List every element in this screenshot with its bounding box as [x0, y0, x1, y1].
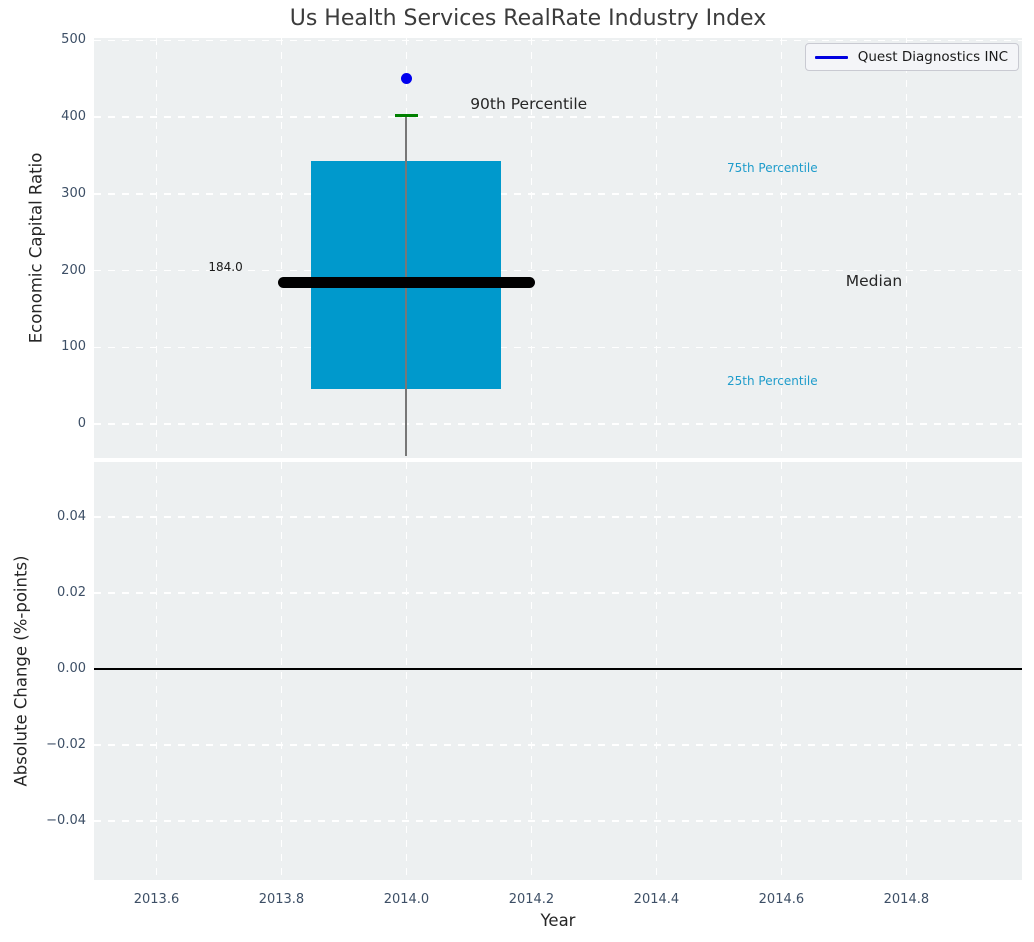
bottom-panel-absolute-change: [94, 462, 1022, 880]
gridline-horizontal: [94, 193, 1022, 195]
annotation-25th-percentile: 25th Percentile: [727, 374, 818, 389]
gridline-horizontal: [94, 516, 1022, 518]
gridline-vertical: [655, 462, 658, 880]
legend-line-sample-icon: [814, 55, 848, 59]
legend-label: Quest Diagnostics INC: [857, 49, 1008, 65]
annotation-184-0: 184.0: [208, 259, 243, 274]
top-panel-economic-capital-ratio: Quest Diagnostics INC 90th Percentile 75t…: [94, 38, 1022, 458]
gridline-horizontal: [94, 423, 1022, 425]
y-tick-label: 0.04: [57, 509, 86, 525]
gridline-vertical: [155, 462, 158, 880]
y-tick-label: 500: [61, 32, 86, 48]
annotation-75th-percentile: 75th Percentile: [727, 160, 818, 175]
x-tick-label: 2014.0: [383, 892, 430, 907]
zero-reference-line: [94, 668, 1022, 671]
y-tick-label: −0.02: [46, 737, 86, 753]
y-tick-label: 200: [61, 262, 86, 278]
gridline-vertical: [405, 462, 408, 880]
y-tick-label: 400: [61, 109, 86, 125]
gridline-horizontal: [94, 592, 1022, 594]
y-tick-label: 0.00: [57, 661, 86, 677]
company-point-marker: [400, 73, 412, 85]
y-tick-label: 0: [77, 416, 86, 432]
gridline-horizontal: [94, 39, 1022, 42]
x-tick-label: 2014.6: [758, 892, 805, 907]
gridline-horizontal: [94, 820, 1022, 822]
y-tick-label: 300: [61, 185, 86, 201]
gridline-vertical: [655, 38, 658, 458]
y-tick-label: 0.02: [57, 585, 86, 601]
y-tick-label: −0.04: [46, 813, 86, 829]
y-tick-label: 100: [61, 339, 86, 355]
gridline-vertical: [530, 38, 533, 458]
x-tick-label: 2014.8: [883, 892, 930, 907]
gridline-vertical: [905, 38, 908, 458]
gridline-vertical: [280, 462, 283, 880]
x-tick-label: 2013.8: [258, 892, 305, 907]
gridline-vertical: [780, 462, 783, 880]
gridline-horizontal: [94, 346, 1022, 349]
gridline-horizontal: [94, 269, 1022, 272]
x-tick-label: 2014.4: [633, 892, 680, 907]
gridline-vertical: [280, 38, 283, 458]
x-tick-label: 2013.6: [133, 892, 180, 907]
p90-cap: [395, 114, 418, 118]
gridline-horizontal: [94, 744, 1022, 746]
gridline-vertical: [155, 38, 158, 458]
chart-title: Us Health Services RealRate Industry Ind…: [289, 6, 767, 31]
gridline-vertical: [780, 38, 783, 458]
gridline-horizontal: [94, 116, 1022, 118]
x-axis-label: Year: [540, 911, 576, 930]
legend: Quest Diagnostics INC: [804, 43, 1019, 71]
gridline-vertical: [905, 462, 908, 880]
x-tick-label: 2014.2: [508, 892, 555, 907]
gridline-vertical: [530, 462, 533, 880]
y-axis-label-top: Economic Capital Ratio: [26, 152, 46, 344]
annotation-median: Median: [845, 272, 903, 291]
annotation-90th-percentile: 90th Percentile: [470, 95, 588, 114]
median-line: [278, 277, 535, 289]
